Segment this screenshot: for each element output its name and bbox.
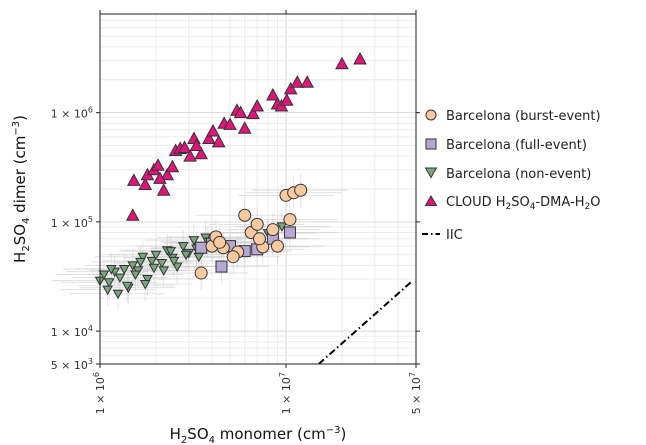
legend-burst-label: Barcelona (burst-event) — [446, 109, 601, 124]
point-barcelona-non-event — [127, 261, 139, 271]
legend-non-label: Barcelona (non-event) — [446, 167, 591, 182]
point-barcelona-non-event — [150, 250, 162, 261]
point-cloud-h-so-dma-h-o — [283, 81, 298, 95]
point-barcelona-burst-event — [266, 223, 280, 237]
point-barcelona-non-event — [114, 273, 126, 283]
legend: Barcelona (burst-event) Barcelona (full-… — [422, 109, 601, 243]
point-barcelona-non-event — [180, 250, 192, 261]
point-cloud-h-so-dma-h-o — [206, 123, 220, 137]
iic-line — [318, 279, 414, 365]
legend-cloud-marker — [424, 195, 438, 206]
legend-cloud-label: CLOUD H2SO4-DMA-H2O — [446, 195, 600, 212]
point-cloud-h-so-dma-h-o — [138, 177, 153, 190]
point-barcelona-non-event — [135, 257, 146, 268]
point-barcelona-burst-event — [294, 183, 308, 197]
point-barcelona-non-event — [148, 263, 160, 274]
point-cloud-h-so-dma-h-o — [177, 140, 192, 153]
point-barcelona-non-event — [105, 265, 117, 275]
y-tick-label: 1 × 104 — [51, 324, 93, 339]
y-tick-label: 5 × 103 — [51, 357, 93, 372]
x-tick-label: 1 × 107 — [278, 372, 293, 414]
point-barcelona-burst-event — [270, 239, 284, 253]
x-tick-label: 1 × 106 — [92, 372, 107, 414]
data-points — [94, 51, 367, 300]
point-barcelona-non-event — [137, 252, 149, 263]
point-cloud-h-so-dma-h-o — [165, 159, 180, 173]
point-cloud-h-so-dma-h-o — [250, 98, 265, 112]
point-barcelona-non-event — [188, 236, 200, 246]
point-cloud-h-so-dma-h-o — [194, 146, 209, 160]
point-cloud-h-so-dma-h-o — [211, 134, 226, 148]
point-cloud-h-so-dma-h-o — [183, 149, 197, 162]
point-cloud-h-so-dma-h-o — [202, 131, 216, 144]
axis-ticks — [96, 10, 420, 368]
point-barcelona-burst-event — [213, 235, 227, 249]
point-cloud-h-so-dma-h-o — [125, 208, 140, 221]
point-cloud-h-so-dma-h-o — [335, 56, 349, 70]
y-tick-labels: 5 × 103 1 × 104 1 × 105 1 × 106 — [51, 106, 93, 372]
point-barcelona-non-event — [98, 270, 110, 280]
point-barcelona-full-event — [283, 226, 296, 239]
point-barcelona-non-event — [168, 256, 180, 267]
point-cloud-h-so-dma-h-o — [279, 93, 294, 106]
point-barcelona-non-event — [156, 259, 168, 269]
y-axis-title: H2SO4 dimer (cm−3) — [11, 115, 32, 263]
plot-frame — [99, 13, 417, 365]
legend-burst-marker — [425, 109, 437, 121]
point-barcelona-non-event — [121, 281, 133, 292]
x-tick-labels: 1 × 106 1 × 107 5 × 107 — [92, 372, 423, 414]
point-barcelona-non-event — [158, 266, 170, 276]
point-cloud-h-so-dma-h-o — [151, 158, 165, 171]
y-tick-label: 1 × 106 — [51, 106, 93, 121]
point-barcelona-non-event — [142, 274, 153, 285]
point-cloud-h-so-dma-h-o — [353, 51, 367, 65]
point-barcelona-non-event — [130, 270, 141, 280]
point-barcelona-non-event — [103, 278, 115, 288]
point-cloud-h-so-dma-h-o — [290, 75, 305, 88]
point-cloud-h-so-dma-h-o — [233, 105, 248, 119]
point-barcelona-full-event — [215, 260, 228, 273]
point-cloud-h-so-dma-h-o — [156, 183, 171, 196]
point-barcelona-non-event — [112, 289, 124, 300]
point-barcelona-non-event — [102, 285, 114, 296]
point-cloud-h-so-dma-h-o — [153, 171, 167, 184]
point-cloud-h-so-dma-h-o — [300, 75, 315, 88]
iic-reference-line — [318, 279, 414, 365]
point-cloud-h-so-dma-h-o — [160, 167, 175, 181]
legend-full-label: Barcelona (full-event) — [446, 138, 587, 153]
point-barcelona-burst-event — [226, 250, 240, 264]
point-cloud-h-so-dma-h-o — [237, 121, 252, 134]
point-cloud-h-so-dma-h-o — [126, 173, 141, 186]
point-barcelona-non-event — [118, 265, 130, 275]
x-axis-title: H2SO4 monomer (cm−3) — [170, 425, 347, 445]
legend-non-marker — [424, 167, 438, 179]
y-tick-label: 1 × 105 — [51, 215, 93, 230]
point-barcelona-non-event — [139, 279, 151, 290]
point-barcelona-non-event — [165, 247, 177, 257]
point-cloud-h-so-dma-h-o — [246, 106, 260, 120]
point-barcelona-non-event — [171, 262, 183, 273]
x-tick-label: 5 × 107 — [408, 372, 423, 414]
point-barcelona-burst-event — [283, 213, 297, 227]
point-cloud-h-so-dma-h-o — [223, 117, 237, 130]
point-barcelona-non-event — [146, 256, 158, 267]
point-barcelona-burst-event — [194, 266, 208, 280]
legend-iic-label: IIC — [446, 228, 463, 243]
point-barcelona-burst-event — [250, 217, 264, 231]
point-barcelona-burst-event — [238, 208, 252, 222]
point-barcelona-non-event — [177, 242, 189, 252]
legend-full-marker — [425, 138, 437, 150]
point-barcelona-full-event — [195, 241, 208, 254]
point-cloud-h-so-dma-h-o — [266, 87, 280, 101]
point-barcelona-burst-event — [252, 232, 266, 246]
point-cloud-h-so-dma-h-o — [189, 138, 204, 152]
